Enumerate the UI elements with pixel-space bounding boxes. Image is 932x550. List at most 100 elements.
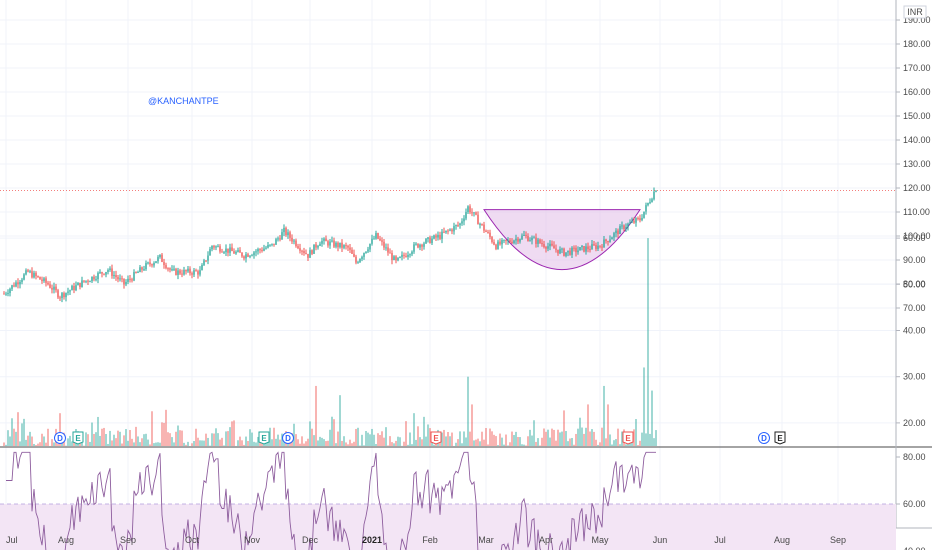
candle-body <box>149 262 151 265</box>
candle-body <box>313 244 315 254</box>
event-marker-E-icon[interactable]: E <box>774 431 786 445</box>
candle-body <box>205 260 207 262</box>
event-marker-E-icon[interactable]: E <box>72 431 84 445</box>
candle-body <box>641 217 643 221</box>
volume-bar <box>275 438 277 446</box>
candle-body <box>177 270 179 275</box>
volume-bar <box>99 435 101 446</box>
candle-body <box>579 247 581 251</box>
rsi-axis[interactable]: 80.00 60.00 40.00 <box>896 452 926 550</box>
volume-bar <box>633 429 635 446</box>
volume-bar <box>539 445 541 446</box>
cup-shape[interactable] <box>483 209 641 271</box>
volume-bar <box>451 432 453 446</box>
candle-body <box>651 199 653 203</box>
candle-body <box>275 239 277 245</box>
volume-bar <box>111 440 113 446</box>
time-tick-label: Sep <box>120 535 136 545</box>
candle-body <box>241 252 243 257</box>
candle-body <box>107 270 109 273</box>
candle-body <box>103 273 105 275</box>
candle-body <box>571 247 573 255</box>
candle-body <box>391 252 393 261</box>
event-marker-E-icon[interactable]: E <box>430 431 442 445</box>
candle-body <box>523 234 525 236</box>
candle-body <box>539 239 541 244</box>
event-marker-E-icon[interactable]: E <box>258 431 270 445</box>
candle-body <box>487 231 489 233</box>
time-tick-label: 2021 <box>362 535 382 545</box>
event-marker-D-icon[interactable]: D <box>54 432 66 444</box>
volume-bar <box>157 442 159 446</box>
volume-bar <box>117 430 119 446</box>
volume-bar <box>71 441 73 446</box>
cup-pattern-drawing[interactable] <box>483 209 641 271</box>
volume-bar <box>493 434 495 446</box>
rsi-tick-label: 40.00 <box>903 546 926 550</box>
volume-bar <box>529 429 531 446</box>
candle-body <box>503 239 505 241</box>
candle-body <box>173 268 175 270</box>
volume-bar <box>279 439 281 446</box>
volume-bar <box>387 445 389 446</box>
volume-bar <box>215 428 217 446</box>
volume-bar <box>95 432 97 446</box>
event-marker-D-icon[interactable]: D <box>282 432 294 444</box>
candle-body <box>281 232 283 240</box>
candle-body <box>421 244 423 247</box>
candle-body <box>121 278 123 280</box>
time-tick-label: Oct <box>185 535 200 545</box>
candle-body <box>221 251 223 253</box>
candle-body <box>69 290 71 292</box>
candle-body <box>489 232 491 238</box>
volume-bar <box>547 429 549 446</box>
candle-body <box>511 241 513 243</box>
volume-bar <box>277 434 279 446</box>
volume-bar <box>371 428 373 446</box>
volume-bar <box>531 435 533 446</box>
volume-bar <box>327 440 329 446</box>
candle-body <box>379 238 381 241</box>
candle-body <box>585 246 587 252</box>
price-tick-label: 190.00 <box>903 15 931 25</box>
candle-body <box>51 287 53 290</box>
candle-body <box>309 250 311 258</box>
candle-body <box>647 202 649 206</box>
candle-body <box>329 241 331 246</box>
volume-bar <box>503 444 505 446</box>
volume-tick-label: 60.00 <box>903 233 926 243</box>
candle-body <box>461 221 463 224</box>
volume-bar <box>205 433 207 446</box>
candle-body <box>19 281 21 285</box>
volume-bar <box>369 434 371 446</box>
volume-bar <box>287 442 289 446</box>
volume-bar <box>37 443 39 446</box>
candle-body <box>319 243 321 246</box>
volume-bar <box>471 404 473 446</box>
candle-body <box>193 270 195 275</box>
event-marker-label: D <box>285 434 291 443</box>
time-axis[interactable]: Jul Aug Sep Oct Nov Dec 2021 Feb Mar Apr May Jun Jul… <box>6 535 846 545</box>
volume-bar <box>151 411 153 446</box>
volume-bar <box>393 443 395 446</box>
event-marker-D-icon[interactable]: D <box>758 432 770 444</box>
volume-bar <box>587 404 589 446</box>
candle-body <box>199 270 201 275</box>
candle-body <box>253 252 255 256</box>
price-axis[interactable]: 190.00 180.00 170.00 160.00 150.00 140.00 130.… <box>896 15 931 428</box>
volume-bar <box>255 442 257 446</box>
candle-body <box>445 230 447 233</box>
currency-badge[interactable] <box>903 5 927 19</box>
candle-body <box>561 248 563 250</box>
candle-body <box>335 242 337 247</box>
volume-bar <box>353 441 355 446</box>
volume-bar <box>123 435 125 446</box>
event-marker-E-icon[interactable]: E <box>622 431 634 445</box>
volume-bar <box>165 409 167 446</box>
candle-body <box>231 247 233 252</box>
candle-body <box>327 241 329 246</box>
volume-bar <box>383 437 385 446</box>
candle-body <box>573 247 575 249</box>
